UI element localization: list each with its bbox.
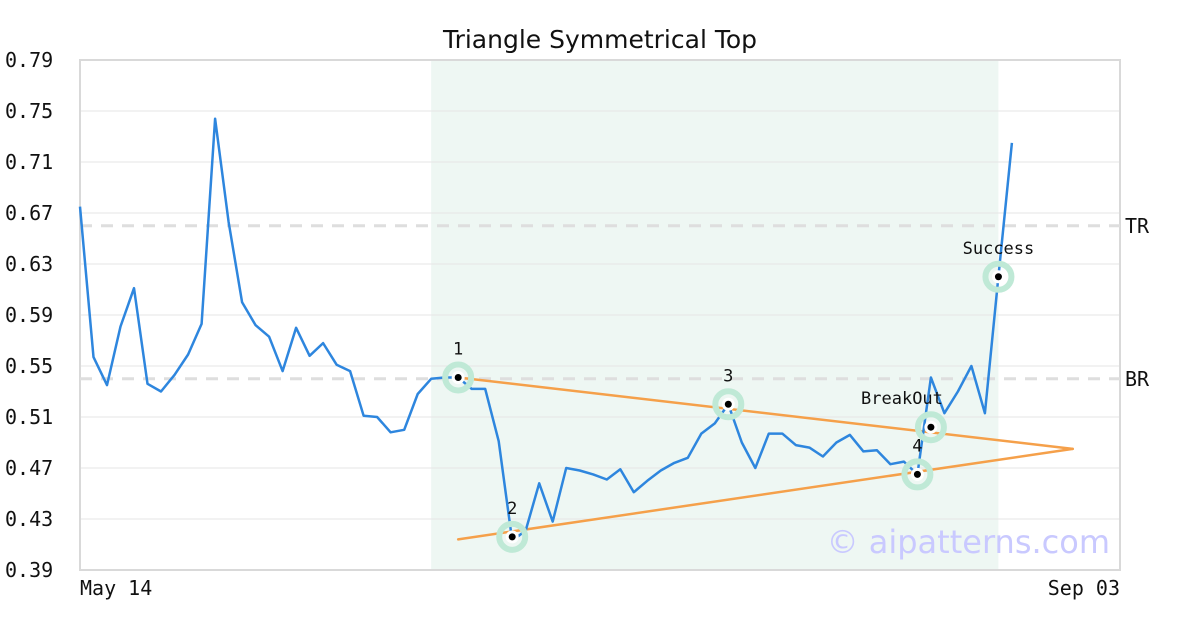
y-tick-label: 0.43 [5, 507, 53, 531]
y-tick-label: 0.79 [5, 48, 53, 72]
trendlines [456, 376, 1074, 541]
marker-label-2: 2 [507, 499, 517, 519]
y-tick-label: 0.71 [5, 150, 53, 174]
y-tick-label: 0.63 [5, 252, 53, 276]
marker-label-4: 4 [912, 436, 922, 456]
marker-halo-breakout [914, 411, 947, 444]
marker-dot-4 [913, 470, 921, 478]
y-tick-label: 0.55 [5, 354, 53, 378]
y-tick-label: 0.51 [5, 405, 53, 429]
marker-halo-success [982, 260, 1015, 293]
price-series [78, 117, 1014, 542]
level-label-tr: TR [1125, 214, 1150, 238]
y-tick-label: 0.67 [5, 201, 53, 225]
x-tick-label-start: May 14 [80, 576, 152, 600]
y-tick-label: 0.75 [5, 99, 53, 123]
y-tick-label: 0.47 [5, 456, 53, 480]
marker-dot-breakout [927, 423, 935, 431]
marker-dot-1 [454, 373, 462, 381]
upper-trendline [456, 376, 1074, 451]
chart-title: Triangle Symmetrical Top [442, 25, 757, 54]
level-lines: TR BR [80, 214, 1150, 391]
plot-frame [79, 59, 1121, 571]
lower-trendline [456, 447, 1074, 541]
marker-label-1: 1 [453, 339, 463, 359]
marker-dot-3 [724, 400, 732, 408]
marker-label-3: 3 [723, 366, 733, 386]
marker-dot-success [994, 273, 1002, 281]
marker-label-breakout: BreakOut [861, 389, 943, 409]
pattern-markers: 1 2 3 4 BreakOut Success [442, 239, 1035, 553]
x-axis-tick-labels: May 14 Sep 03 [80, 576, 1120, 600]
marker-halo-2 [496, 520, 529, 553]
y-axis-tick-labels: 0.39 0.43 0.47 0.51 0.55 0.59 0.63 0.67 0.71 0.75… [5, 48, 53, 582]
y-tick-label: 0.39 [5, 558, 53, 582]
marker-halo-3 [712, 388, 745, 421]
marker-label-success: Success [963, 239, 1035, 259]
level-label-br: BR [1125, 367, 1150, 391]
x-tick-label-end: Sep 03 [1048, 576, 1120, 600]
marker-dot-2 [508, 533, 516, 541]
y-tick-label: 0.59 [5, 303, 53, 327]
watermark: © aipatterns.com [827, 523, 1110, 561]
marker-halo-4 [901, 458, 934, 491]
price-line [78, 117, 1014, 542]
marker-halo-1 [442, 361, 475, 394]
